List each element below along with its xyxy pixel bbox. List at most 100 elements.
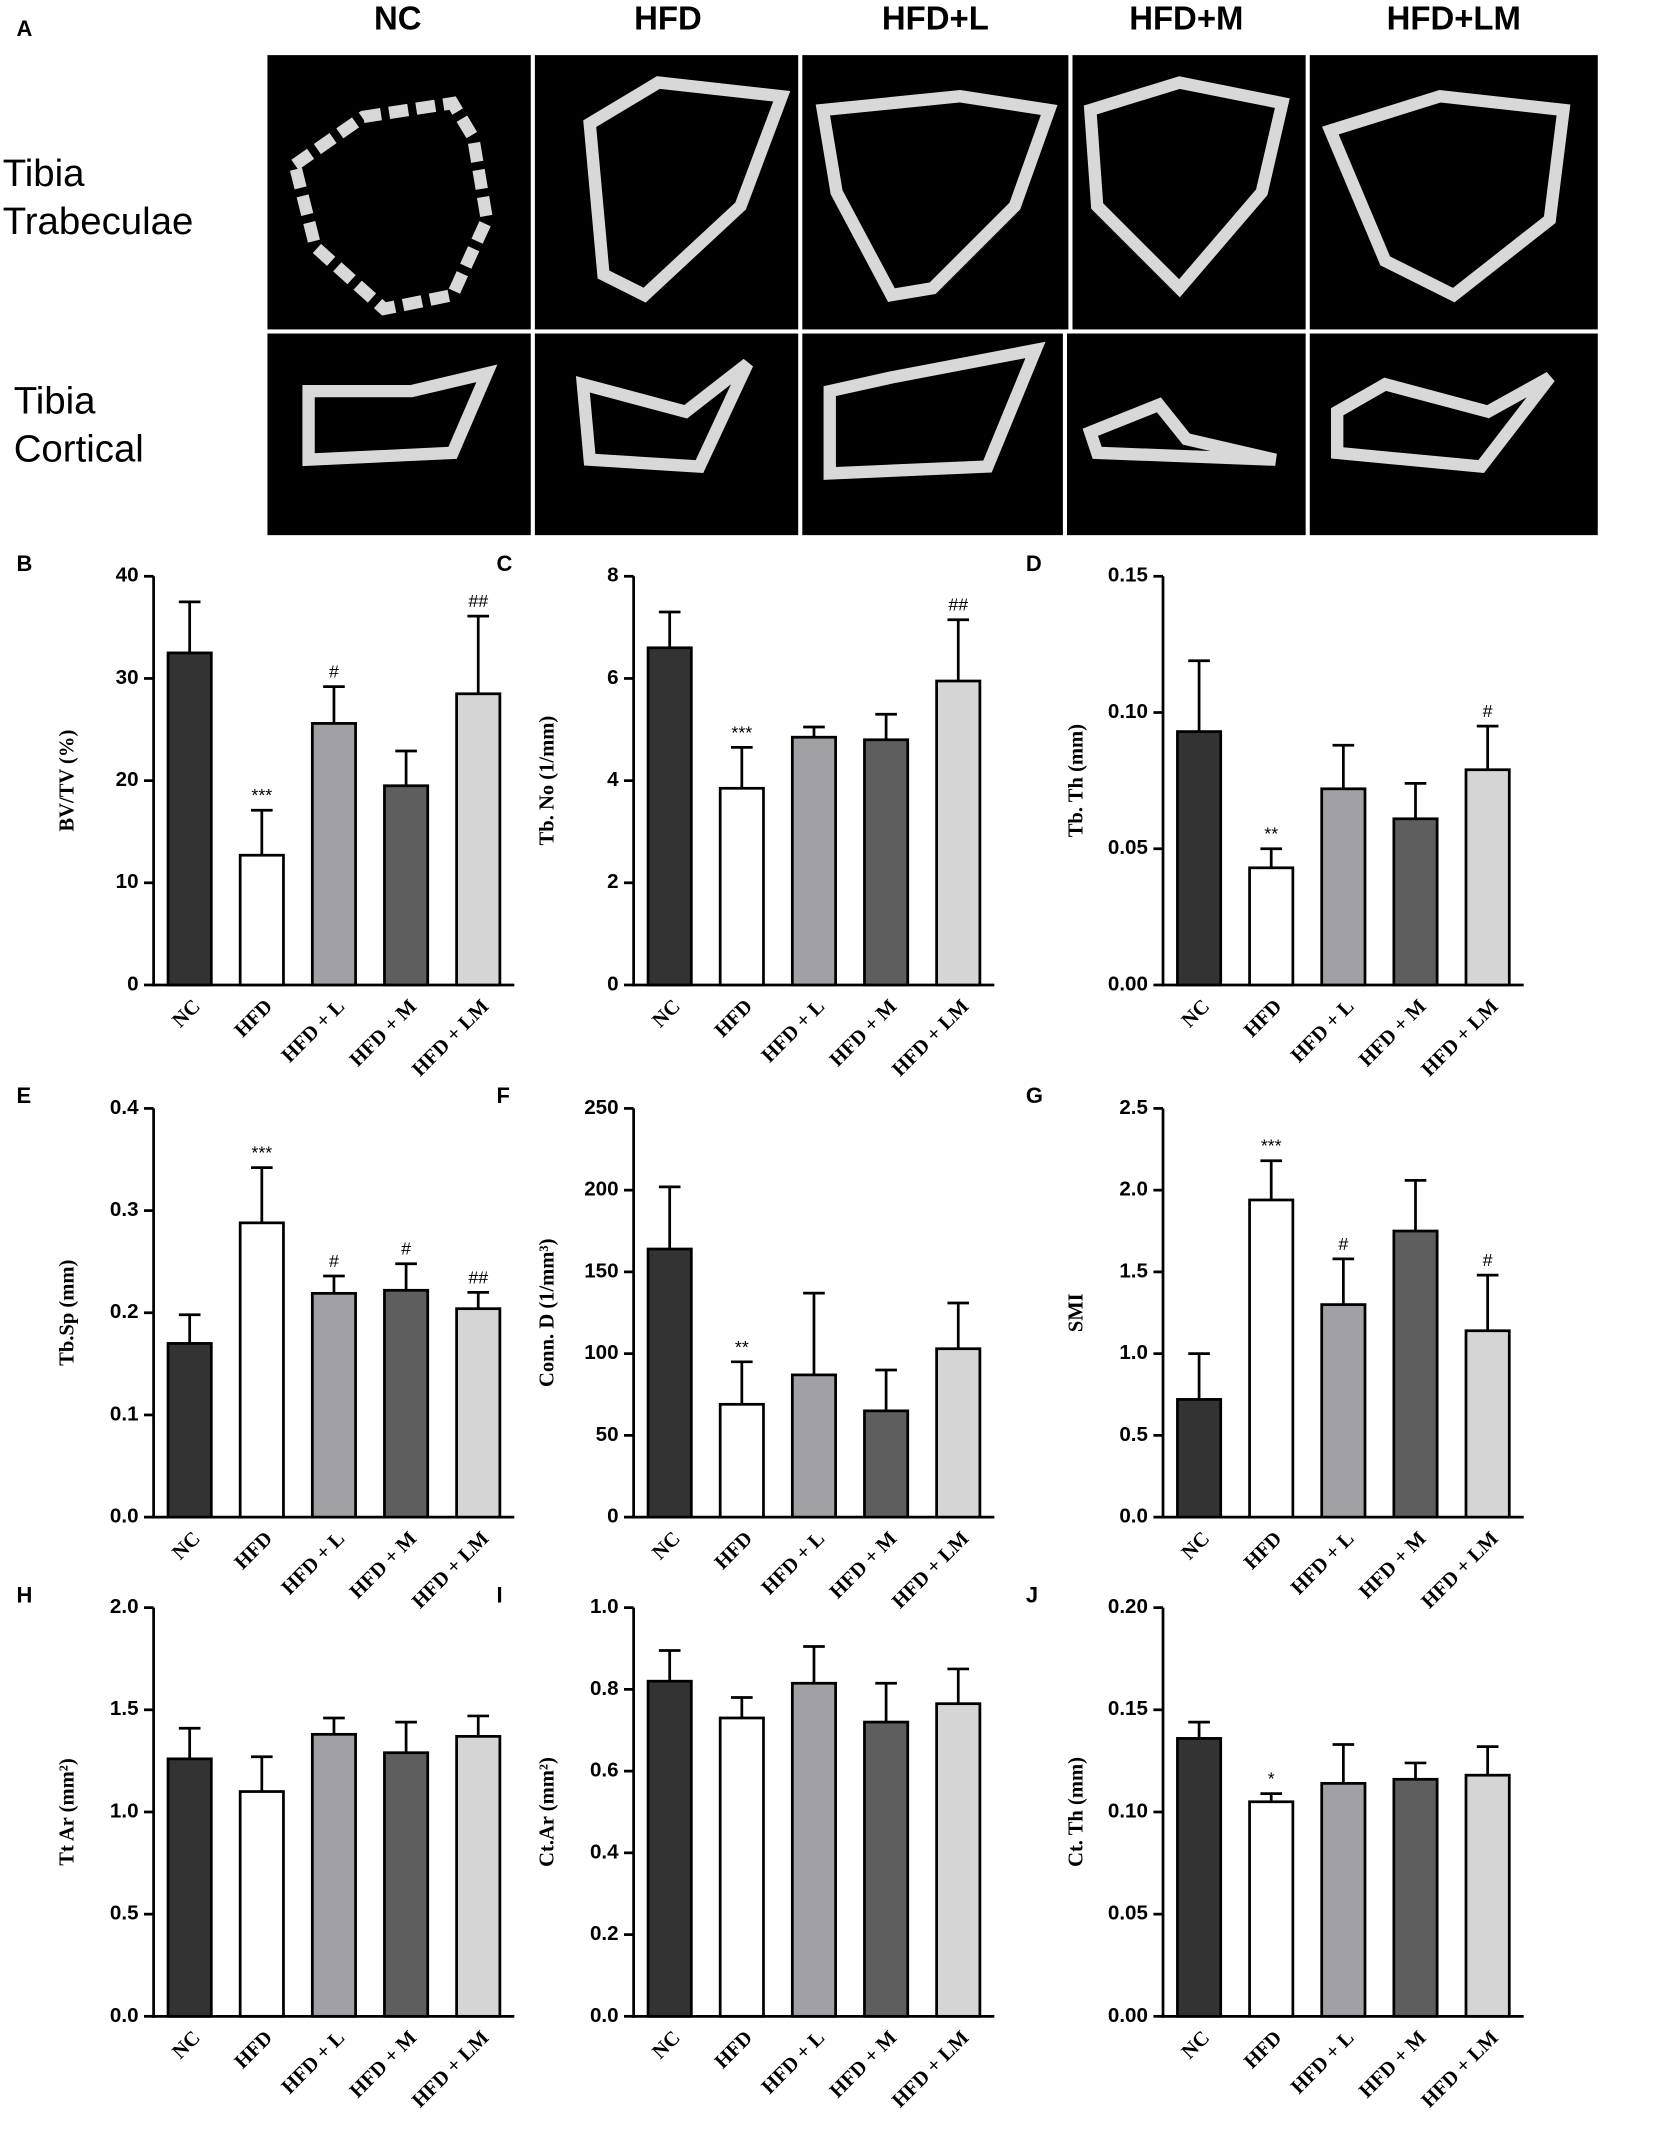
x-tick-label: HFD + M [826, 995, 902, 1071]
y-tick-label: 0.2 [110, 1300, 139, 1323]
significance: # [401, 1239, 411, 1259]
y-tick-label: 0.0 [1119, 1505, 1148, 1528]
x-tick-label: HFD + L [278, 1528, 350, 1600]
bar [1320, 1303, 1367, 1519]
y-tick-label: 0.4 [110, 1096, 139, 1119]
y-axis-label: Conn. D (1/mm³) [536, 1239, 558, 1387]
y-axis-label: BV/TV (%) [56, 730, 78, 832]
row-label: Tibia [3, 152, 85, 195]
bar [790, 735, 837, 987]
bar [1464, 1329, 1511, 1519]
bar [935, 1702, 982, 2018]
row-label: Trabeculae [3, 200, 194, 243]
significance: # [329, 1251, 339, 1271]
y-tick-label: 0.6 [590, 1759, 619, 1782]
y-tick-label: 150 [584, 1259, 618, 1282]
significance: # [1483, 701, 1493, 721]
bar [935, 1347, 982, 1519]
x-tick-label: NC [1178, 1528, 1215, 1565]
y-axis-label: Tt Ar (mm²) [56, 1758, 78, 1865]
y-tick-label: 8 [607, 564, 618, 587]
x-tick-label: NC [168, 995, 205, 1032]
significance: # [1483, 1250, 1493, 1270]
y-tick-label: 0.0 [110, 1505, 139, 1528]
x-tick-label: HFD + L [758, 1528, 830, 1600]
column-header: NC [374, 0, 422, 37]
bar [455, 1307, 502, 1519]
bar [238, 1221, 285, 1519]
panel-letter: I [496, 1582, 502, 1607]
y-tick-label: 0.8 [590, 1677, 619, 1700]
y-tick-label: 1.0 [1119, 1341, 1148, 1364]
y-tick-label: 0.1 [110, 1402, 139, 1425]
significance: ** [1264, 824, 1278, 844]
y-tick-label: 100 [584, 1341, 618, 1364]
x-tick-label: HFD [711, 2027, 757, 2073]
y-tick-label: 2 [607, 870, 618, 893]
y-tick-label: 0 [607, 1505, 618, 1528]
bar [863, 1720, 910, 2018]
panel-letter: J [1026, 1582, 1038, 1607]
y-tick-label: 0.05 [1108, 1902, 1148, 1925]
y-tick-label: 1.0 [110, 1799, 139, 1822]
x-tick-label: HFD + L [758, 995, 830, 1067]
y-tick-label: 0 [127, 972, 138, 995]
ct-image [1309, 333, 1598, 536]
bar [718, 1402, 765, 1519]
bar [1176, 1398, 1223, 1519]
y-tick-label: 1.5 [110, 1697, 139, 1720]
y-tick-label: 2.0 [110, 1595, 139, 1618]
y-tick-label: 0.5 [1119, 1423, 1148, 1446]
bar [238, 853, 285, 987]
column-header: HFD+L [882, 0, 989, 37]
ct-image [267, 55, 531, 330]
x-tick-label: HFD + L [1287, 2027, 1359, 2099]
x-tick-label: HFD + L [758, 2027, 830, 2099]
y-tick-label: 0.0 [110, 2004, 139, 2027]
y-tick-label: 6 [607, 666, 618, 689]
y-tick-label: 0.05 [1108, 836, 1148, 859]
bar [383, 784, 430, 987]
x-tick-label: HFD [711, 995, 757, 1041]
row-label: Tibia [14, 380, 96, 423]
y-axis-label: Ct. Th (mm) [1066, 1757, 1088, 1867]
significance: ## [468, 1267, 488, 1287]
bar [455, 1735, 502, 2018]
significance: ** [735, 1337, 749, 1357]
x-tick-label: HFD + L [278, 2027, 350, 2099]
significance: *** [1261, 1136, 1282, 1156]
significance: # [1338, 1234, 1348, 1254]
x-tick-label: HFD + M [826, 2027, 902, 2103]
column-header: HFD [634, 0, 702, 37]
x-tick-label: HFD + LM [1418, 2027, 1503, 2112]
bar [863, 738, 910, 987]
bar [790, 1373, 837, 1519]
row-label: Cortical [14, 428, 144, 471]
x-tick-label: HFD [231, 2027, 277, 2073]
y-tick-label: 2.0 [1119, 1178, 1148, 1201]
x-tick-label: NC [648, 995, 685, 1032]
y-tick-label: 0.4 [590, 1840, 619, 1863]
bar [863, 1409, 910, 1519]
x-tick-label: NC [1178, 995, 1215, 1032]
panel-letter: H [16, 1582, 32, 1607]
bar [1176, 1737, 1223, 2018]
y-tick-label: 50 [596, 1423, 619, 1446]
y-tick-label: 0.00 [1108, 2004, 1148, 2027]
y-tick-label: 0.3 [110, 1198, 139, 1221]
x-tick-label: HFD + L [1287, 995, 1359, 1067]
panel-letter: D [1026, 551, 1042, 576]
bar [238, 1790, 285, 2018]
x-tick-label: HFD [711, 1528, 757, 1574]
bar [310, 1732, 357, 2018]
x-tick-label: NC [648, 1528, 685, 1565]
x-tick-label: HFD + M [1355, 2027, 1431, 2103]
y-axis-label: Ct.Ar (mm²) [536, 1757, 558, 1867]
bar [790, 1681, 837, 2018]
bar [383, 1751, 430, 2018]
x-tick-label: HFD + M [346, 2027, 422, 2103]
bar [166, 1757, 213, 2018]
y-tick-label: 2.5 [1119, 1096, 1148, 1119]
panel-letter: G [1026, 1083, 1043, 1108]
ct-image [534, 333, 799, 536]
